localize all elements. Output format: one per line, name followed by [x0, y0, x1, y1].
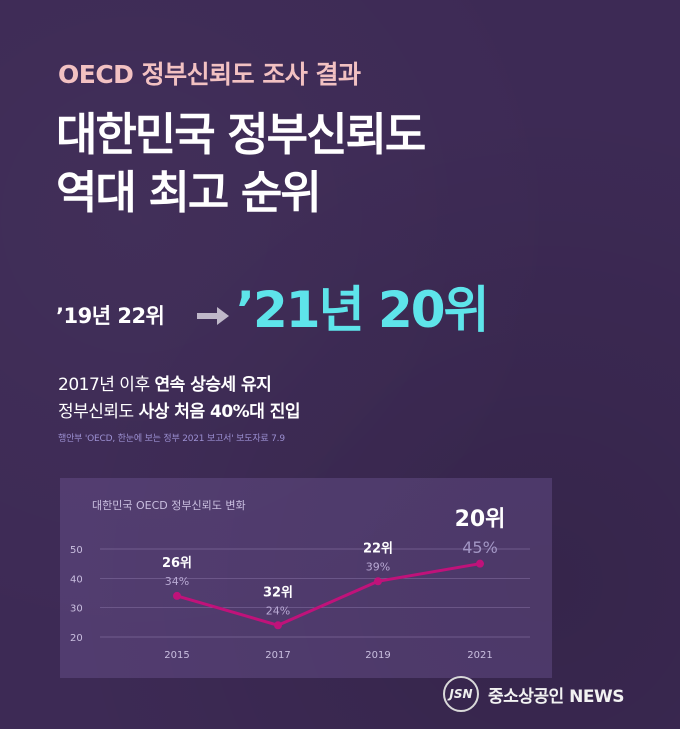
data-point-2021 [476, 559, 484, 568]
rank-label-2015: 26위 [162, 556, 192, 571]
arrow-right-icon [197, 307, 229, 325]
x-tick-label-2021: 2021 [467, 650, 492, 661]
value-label-2021: 45% [462, 538, 498, 557]
y-tick-label-40: 40 [70, 574, 83, 585]
rank-label-2021: 20위 [455, 507, 506, 532]
description-line-2-plain: 정부신뢰도 [58, 402, 139, 422]
data-point-2019 [374, 577, 382, 586]
rank-label-2017: 32위 [263, 585, 293, 600]
y-tick-label-20: 20 [70, 633, 83, 644]
subtitle: OECD 정부신뢰도 조사 결과 [58, 60, 361, 89]
value-label-2019: 39% [366, 560, 390, 573]
description-line-2-bold: 사상 처음 40%대 진입 [138, 402, 301, 422]
data-point-2015 [173, 591, 181, 600]
series-line [176, 562, 481, 627]
brand-name: 중소상공인 NEWS [488, 687, 624, 707]
value-label-2015: 34% [165, 575, 189, 588]
y-tick-label-50: 50 [70, 545, 83, 556]
jsn-logo: JSN [443, 676, 479, 712]
source-note: 행안부 'OECD, 한눈에 보는 정부 2021 보고서' 보도자료 7.9 [58, 434, 285, 444]
description-line-1-plain: 2017년 이후 [58, 375, 155, 395]
description-line-1: 2017년 이후 연속 상승세 유지 [58, 370, 272, 395]
previous-rank: ’19년 22위 [56, 304, 165, 328]
current-rank: ’21년 20위 [236, 281, 490, 339]
chart-title: 대한민국 OECD 정부신뢰도 변화 [92, 499, 246, 512]
description-line-1-bold: 연속 상승세 유지 [154, 375, 272, 395]
y-tick-label-30: 30 [70, 604, 83, 615]
x-tick-label-2017: 2017 [265, 650, 290, 661]
title-line-1: 대한민국 정부신뢰도 [56, 108, 426, 161]
x-tick-label-2015: 2015 [164, 650, 189, 661]
rank-label-2019: 22위 [363, 541, 393, 556]
x-tick-label-2019: 2019 [365, 650, 390, 661]
title-line-2: 역대 최고 순위 [56, 166, 322, 219]
data-point-2017 [274, 621, 282, 630]
value-label-2017: 24% [266, 604, 290, 617]
description-line-2: 정부신뢰도 사상 처음 40%대 진입 [58, 397, 301, 422]
